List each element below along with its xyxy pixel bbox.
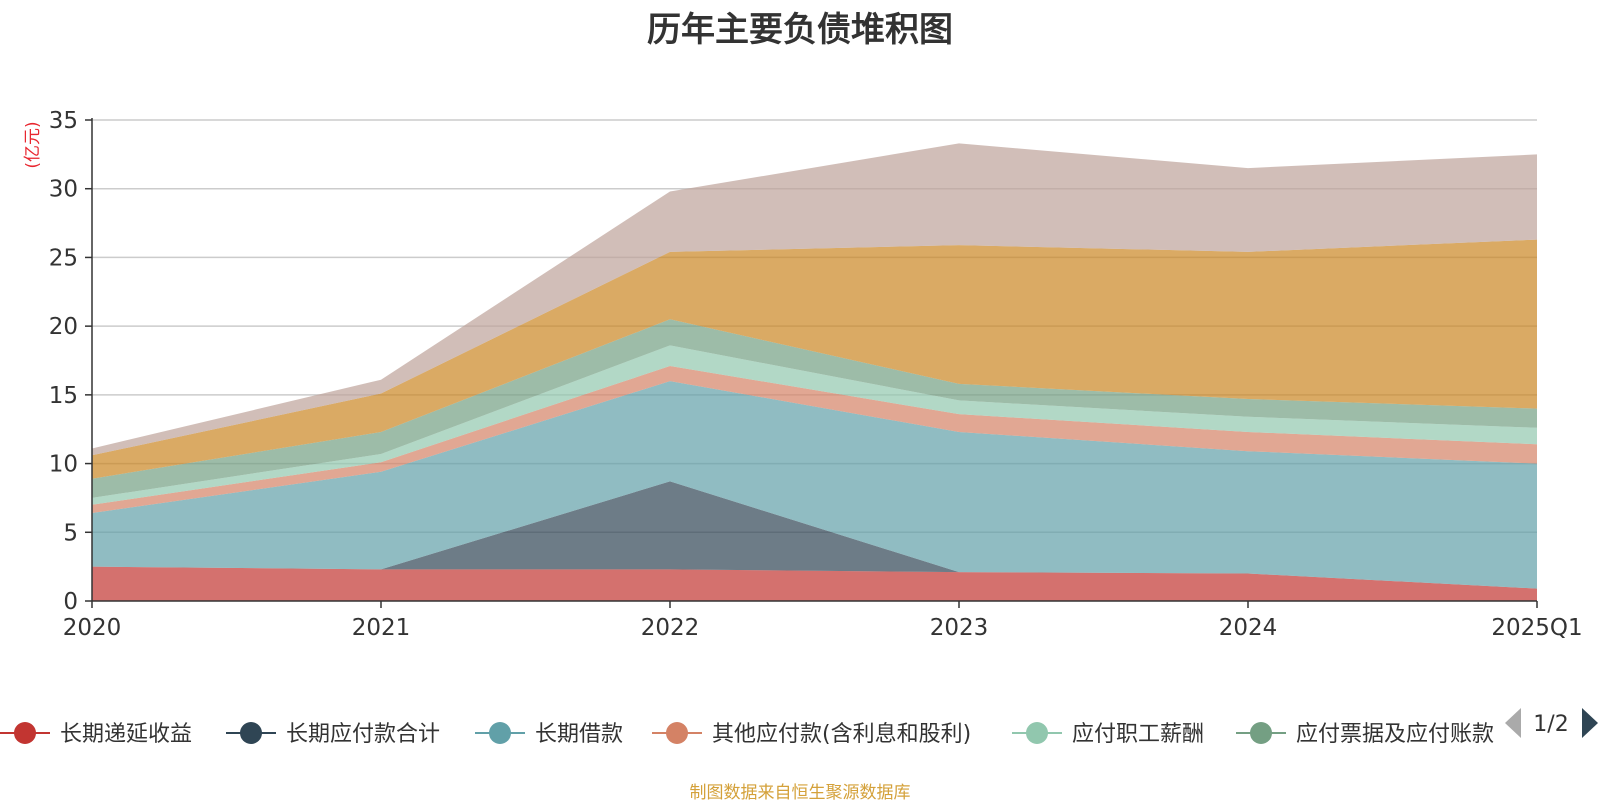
legend-item-5[interactable]: 应付票据及应付账款 xyxy=(1236,722,1494,747)
legend-item-3[interactable]: 其他应付款(含利息和股利) xyxy=(652,722,971,747)
legend-label: 长期应付款合计 xyxy=(286,722,440,747)
area-series-2 xyxy=(92,381,1537,589)
legend-label: 长期递延收益 xyxy=(60,722,192,747)
x-tick-label: 2025Q1 xyxy=(1491,615,1582,641)
legend-item-1[interactable]: 长期应付款合计 xyxy=(226,722,440,747)
legend-prev-icon[interactable] xyxy=(1505,708,1521,738)
area-series-5 xyxy=(92,319,1537,498)
y-axis-unit-label: (亿元) xyxy=(23,121,43,168)
area-series-4 xyxy=(92,345,1537,505)
chart-title: 历年主要负债堆积图 xyxy=(647,10,953,50)
legend-circle-icon xyxy=(489,722,511,744)
x-tick-label: 2022 xyxy=(641,615,700,641)
x-tick-label: 2020 xyxy=(63,615,122,641)
x-tick-label: 2024 xyxy=(1219,615,1278,641)
area-series-1 xyxy=(92,481,1537,589)
legend-next-icon[interactable] xyxy=(1582,708,1598,738)
y-axis-ticks: 0 5 10 15 20 25 30 35 xyxy=(49,108,92,615)
legend-circle-icon xyxy=(240,722,262,744)
legend-circle-icon xyxy=(1026,722,1048,744)
data-source-note: 制图数据来自恒生聚源数据库 xyxy=(689,783,911,803)
y-tick-label: 20 xyxy=(49,314,78,340)
legend: 长期递延收益 长期应付款合计 长期借款 其他应付款(含利息和股利) 应付职工薪酬 应付票据… xyxy=(0,722,1494,747)
y-tick-label: 25 xyxy=(49,245,78,271)
legend-circle-icon xyxy=(14,722,36,744)
area-series-7 xyxy=(92,143,1537,456)
x-tick-label: 2023 xyxy=(930,615,989,641)
area-series-0 xyxy=(92,566,1537,601)
legend-item-0[interactable]: 长期递延收益 xyxy=(0,722,192,747)
y-tick-label: 15 xyxy=(49,383,78,409)
y-tick-label: 0 xyxy=(63,589,78,615)
x-tick-label: 2021 xyxy=(352,615,411,641)
legend-label: 长期借款 xyxy=(535,722,623,747)
y-tick-label: 10 xyxy=(49,452,78,478)
y-tick-label: 30 xyxy=(49,177,78,203)
legend-page-indicator: 1/2 xyxy=(1533,712,1568,737)
legend-item-2[interactable]: 长期借款 xyxy=(475,722,623,747)
legend-circle-icon xyxy=(1250,722,1272,744)
axes xyxy=(91,118,1537,602)
area-series-3 xyxy=(92,366,1537,513)
stacked-areas xyxy=(92,143,1537,601)
legend-label: 应付职工薪酬 xyxy=(1072,722,1204,747)
legend-label: 应付票据及应付账款 xyxy=(1296,722,1494,747)
area-series-6 xyxy=(92,239,1537,479)
y-tick-label: 35 xyxy=(49,108,78,134)
legend-circle-icon xyxy=(666,722,688,744)
legend-item-4[interactable]: 应付职工薪酬 xyxy=(1012,722,1204,747)
y-tick-label: 5 xyxy=(63,520,78,546)
x-axis-ticks: 2020 2021 2022 2023 2024 2025Q1 xyxy=(63,601,1583,641)
legend-label: 其他应付款(含利息和股利) xyxy=(712,722,971,747)
legend-pager: 1/2 xyxy=(1505,708,1598,738)
